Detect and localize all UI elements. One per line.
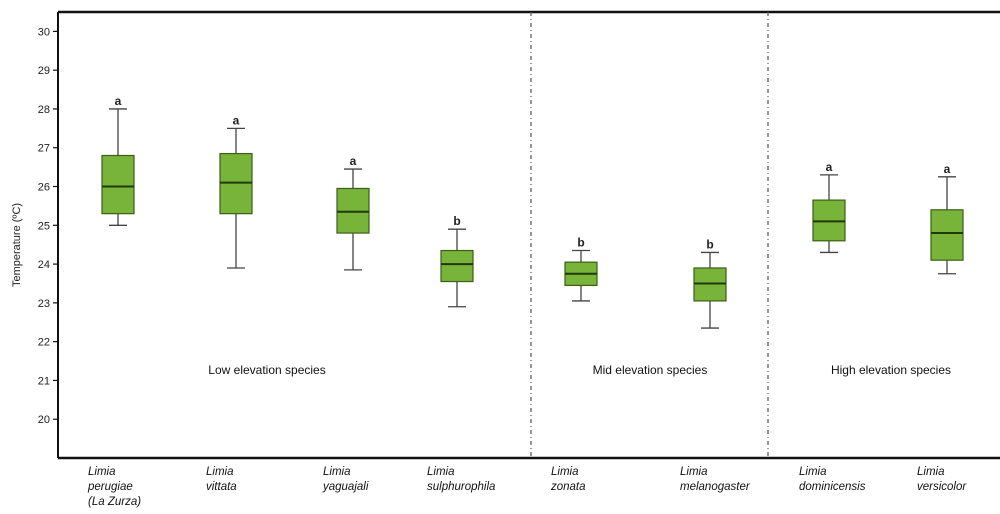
category-label-4-line-2: sulphurophila [427,481,495,493]
category-label-2-line-2: vittata [206,481,237,493]
y-tick-label-25: 25 [38,220,50,232]
category-label-6-line-2: melanogaster [680,481,751,493]
y-tick-label-20: 20 [38,414,50,426]
significance-letter-8: a [944,162,951,176]
significance-letter-3: a [350,154,357,168]
category-label-8-line-2: versicolor [917,481,967,493]
group-label-3: High elevation species [831,363,951,377]
category-label-1-line-3: (La Zurza) [88,496,141,508]
category-label-3-line-1: Limia [323,466,350,478]
y-tick-label-21: 21 [38,375,50,387]
category-label-5-line-2: zonata [550,481,586,493]
y-tick-label-26: 26 [38,182,50,194]
significance-letter-4: b [453,214,460,228]
y-tick-label-24: 24 [38,259,50,271]
significance-letter-2: a [233,113,240,127]
category-label-3-line-2: yaguajali [322,481,369,493]
group-label-1: Low elevation species [208,363,325,377]
y-tick-label-23: 23 [38,298,50,310]
significance-letter-6: b [706,237,713,251]
group-label-2: Mid elevation species [593,363,708,377]
category-label-6-line-1: Limia [680,466,707,478]
category-label-8-line-1: Limia [917,466,944,478]
box-1 [101,154,135,215]
significance-letter-7: a [826,160,833,174]
category-label-1-line-1: Limia [88,466,115,478]
y-axis-title: Temperature (ºC) [11,203,23,287]
category-label-2-line-1: Limia [206,466,233,478]
category-label-7-line-1: Limia [799,466,826,478]
significance-letter-5: b [577,236,584,250]
y-tick-label-30: 30 [38,26,50,38]
category-label-5-line-1: Limia [551,466,578,478]
box-4 [440,249,474,283]
category-label-7-line-2: dominicensis [799,481,866,493]
y-tick-label-22: 22 [38,337,50,349]
category-label-1-line-2: perugiae [87,481,133,493]
significance-letter-1: a [115,94,122,108]
category-label-4-line-1: Limia [427,466,454,478]
y-tick-label-29: 29 [38,65,50,77]
y-tick-label-28: 28 [38,104,50,116]
y-tick-label-27: 27 [38,143,50,155]
box-8 [930,209,964,261]
